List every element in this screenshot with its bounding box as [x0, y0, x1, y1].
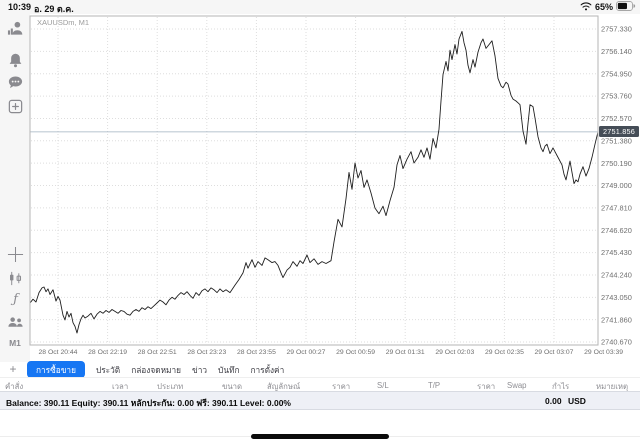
y-axis-label: 2744.240 — [601, 271, 632, 280]
home-indicator[interactable] — [251, 434, 389, 439]
x-axis-label: 29 Oct 02:35 — [485, 349, 524, 356]
x-axis-label: 29 Oct 03:07 — [535, 349, 574, 356]
wifi-icon — [580, 0, 592, 16]
account-summary-bar: Balance: 390.11 Equity: 390.11 หลักประกั… — [0, 391, 640, 410]
y-axis-label: 2752.570 — [601, 114, 632, 123]
y-axis-label: 2741.860 — [601, 315, 632, 324]
col-swap: Swap — [507, 381, 527, 390]
col-price-current: ราคา — [477, 382, 496, 391]
trade-table-header: คำสั่ง เวลา ประเภท ขนาด สัญลักษณ์ ราคา S… — [0, 377, 640, 392]
tab-history[interactable]: ประวัติ — [95, 364, 121, 375]
clock-time: 10:39 — [8, 2, 32, 12]
chart-background — [30, 16, 598, 345]
footer — [0, 410, 640, 447]
y-axis-label: 2749.000 — [601, 181, 632, 190]
col-time: เวลา — [112, 382, 129, 391]
tab-mailbox[interactable]: กล่องจดหมาย — [131, 364, 182, 375]
col-comment: หมายเหตุ — [596, 382, 629, 391]
objects-icon[interactable] — [7, 314, 24, 331]
y-axis-label: 2754.950 — [601, 69, 632, 78]
col-profit: กำไร — [552, 382, 570, 391]
x-axis-label: 28 Oct 22:19 — [88, 349, 127, 356]
new-order-icon[interactable] — [7, 98, 24, 115]
crosshair-icon[interactable] — [7, 246, 24, 263]
timeframe-button[interactable]: M1 — [9, 338, 21, 348]
chart-workspace: ƒ M1 2757.330 2756.140 2754.950 2753.760 275… — [0, 14, 640, 362]
account-currency: USD — [568, 396, 586, 406]
status-bar: 10:39 อ. 29 ต.ค. 65% — [0, 0, 640, 14]
x-axis-label: 28 Oct 23:23 — [187, 349, 226, 356]
col-sl: S/L — [377, 381, 389, 390]
y-axis-label: 2745.430 — [601, 248, 632, 257]
account-icon[interactable] — [7, 20, 24, 37]
price-chart[interactable]: 2757.330 2756.140 2754.950 2753.760 2752.570… — [0, 14, 640, 362]
x-axis-label: 28 Oct 23:55 — [237, 349, 276, 356]
current-price-badge: 2751.856 — [599, 126, 639, 138]
y-axis-label: 2740.670 — [601, 338, 632, 347]
y-axis-label: 2757.330 — [601, 25, 632, 34]
x-axis-label: 28 Oct 20:44 — [39, 349, 78, 356]
y-axis-label: 2750.190 — [601, 159, 632, 168]
y-axis-label: 2746.620 — [601, 226, 632, 235]
col-order: คำสั่ง — [5, 382, 24, 391]
battery-icon — [616, 0, 636, 16]
indicators-icon[interactable] — [7, 270, 24, 287]
status-date: อ. 29 ต.ค. — [34, 4, 74, 14]
x-axis-label: 29 Oct 02:03 — [435, 349, 474, 356]
y-axis-label: 2747.810 — [601, 203, 632, 212]
account-summary-text: Balance: 390.11 Equity: 390.11 หลักประกั… — [6, 398, 291, 408]
tab-settings[interactable]: การตั้งค่า — [250, 364, 285, 375]
chart-border — [29, 15, 599, 346]
y-axis-label: 2751.380 — [601, 136, 632, 145]
y-axis-label: 2753.760 — [601, 92, 632, 101]
x-axis-label: 29 Oct 00:59 — [336, 349, 375, 356]
bottom-tab-bar: + การซื้อขาย ประวัติ กล่องจดหมาย ข่าว บั… — [0, 361, 640, 378]
chat-icon[interactable] — [7, 74, 24, 91]
status-right-cluster: 65% — [580, 1, 636, 13]
x-axis-label: 29 Oct 03:39 — [584, 349, 623, 356]
tab-news[interactable]: ข่าว — [192, 364, 208, 375]
price-line-series — [29, 30, 599, 334]
account-profit: 0.00 — [545, 396, 562, 406]
y-axis-label: 2743.050 — [601, 293, 632, 302]
tab-trade[interactable]: การซื้อขาย — [27, 361, 85, 378]
col-symbol: สัญลักษณ์ — [267, 382, 301, 391]
x-axis-label: 29 Oct 00:27 — [287, 349, 326, 356]
x-axis-label: 29 Oct 01:31 — [386, 349, 425, 356]
col-price-open: ราคา — [332, 382, 351, 391]
function-icon[interactable]: ƒ — [13, 292, 18, 307]
left-toolbar: ƒ M1 — [0, 14, 30, 362]
tabs: การซื้อขาย ประวัติ กล่องจดหมาย ข่าว บันท… — [27, 361, 284, 378]
y-axis-label: 2756.140 — [601, 47, 632, 56]
tab-journal[interactable]: บันทึก — [218, 364, 240, 375]
add-icon[interactable]: + — [9, 362, 17, 376]
x-axis-label: 28 Oct 22:51 — [138, 349, 177, 356]
col-tp: T/P — [428, 381, 441, 390]
col-size: ขนาด — [222, 382, 243, 391]
notifications-icon[interactable] — [7, 52, 24, 69]
battery-percent: 65% — [594, 2, 613, 12]
col-type: ประเภท — [157, 382, 184, 391]
chart-symbol-label: XAUUSDm, M1 — [37, 18, 90, 27]
